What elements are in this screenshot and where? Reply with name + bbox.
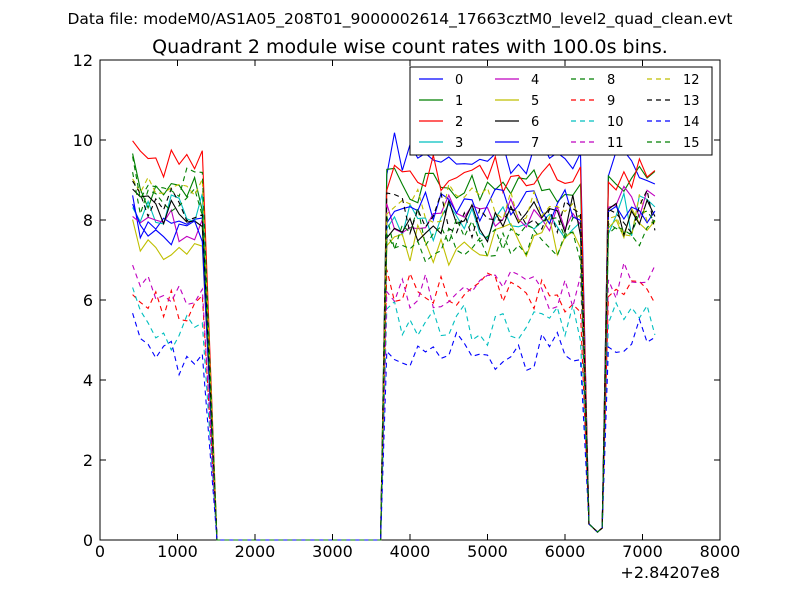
- legend-label-12: 12: [683, 73, 700, 88]
- legend-label-9: 9: [607, 94, 615, 109]
- y-tick-label: 4: [83, 371, 93, 390]
- legend-label-5: 5: [531, 94, 539, 109]
- series-lines: [132, 132, 656, 541]
- chart-title: Quadrant 2 module wise count rates with …: [152, 36, 668, 58]
- x-axis-offset: +2.84207e8: [620, 563, 720, 582]
- legend-label-14: 14: [683, 115, 700, 130]
- legend-label-1: 1: [455, 94, 463, 109]
- y-tick-label: 0: [83, 531, 93, 550]
- series-line-15: [132, 156, 656, 541]
- legend-label-6: 6: [531, 115, 539, 130]
- legend-label-2: 2: [455, 115, 463, 130]
- legend-label-11: 11: [607, 136, 624, 151]
- x-tick-labels: 0 1000 2000 3000 4000 5000 6000 7000 8000: [95, 542, 740, 561]
- x-tick-label: 6000: [545, 542, 586, 561]
- y-tick-label: 8: [83, 211, 93, 230]
- x-tick-label: 5000: [467, 542, 508, 561]
- legend-label-13: 13: [683, 94, 700, 109]
- y-tick-label: 2: [83, 451, 93, 470]
- x-tick-label: 3000: [312, 542, 353, 561]
- series-line-13: [132, 180, 656, 541]
- legend-label-7: 7: [531, 136, 539, 151]
- data-file-header: Data file: modeM0/AS1A05_208T01_90000026…: [67, 10, 732, 29]
- x-tick-label: 7000: [622, 542, 663, 561]
- axis-ticks: [99, 59, 721, 541]
- x-tick-label: 1000: [157, 542, 198, 561]
- y-tick-label: 10: [73, 131, 93, 150]
- x-tick-label: 0: [95, 542, 105, 561]
- series-line-12: [132, 176, 655, 541]
- x-tick-label: 8000: [700, 542, 741, 561]
- series-line-9: [132, 269, 656, 541]
- legend-label-3: 3: [455, 136, 463, 151]
- x-tick-label: 2000: [235, 542, 276, 561]
- legend-label-8: 8: [607, 73, 615, 88]
- x-tick-label: 4000: [390, 542, 431, 561]
- legend-label-4: 4: [531, 73, 539, 88]
- legend-label-15: 15: [683, 136, 700, 151]
- legend-label-10: 10: [607, 115, 624, 130]
- y-tick-label: 12: [73, 51, 93, 70]
- y-tick-label: 6: [83, 291, 93, 310]
- y-tick-labels: 0 2 4 6 8 10 12: [73, 51, 93, 550]
- legend-box: [409, 66, 713, 156]
- legend-label-0: 0: [455, 73, 463, 88]
